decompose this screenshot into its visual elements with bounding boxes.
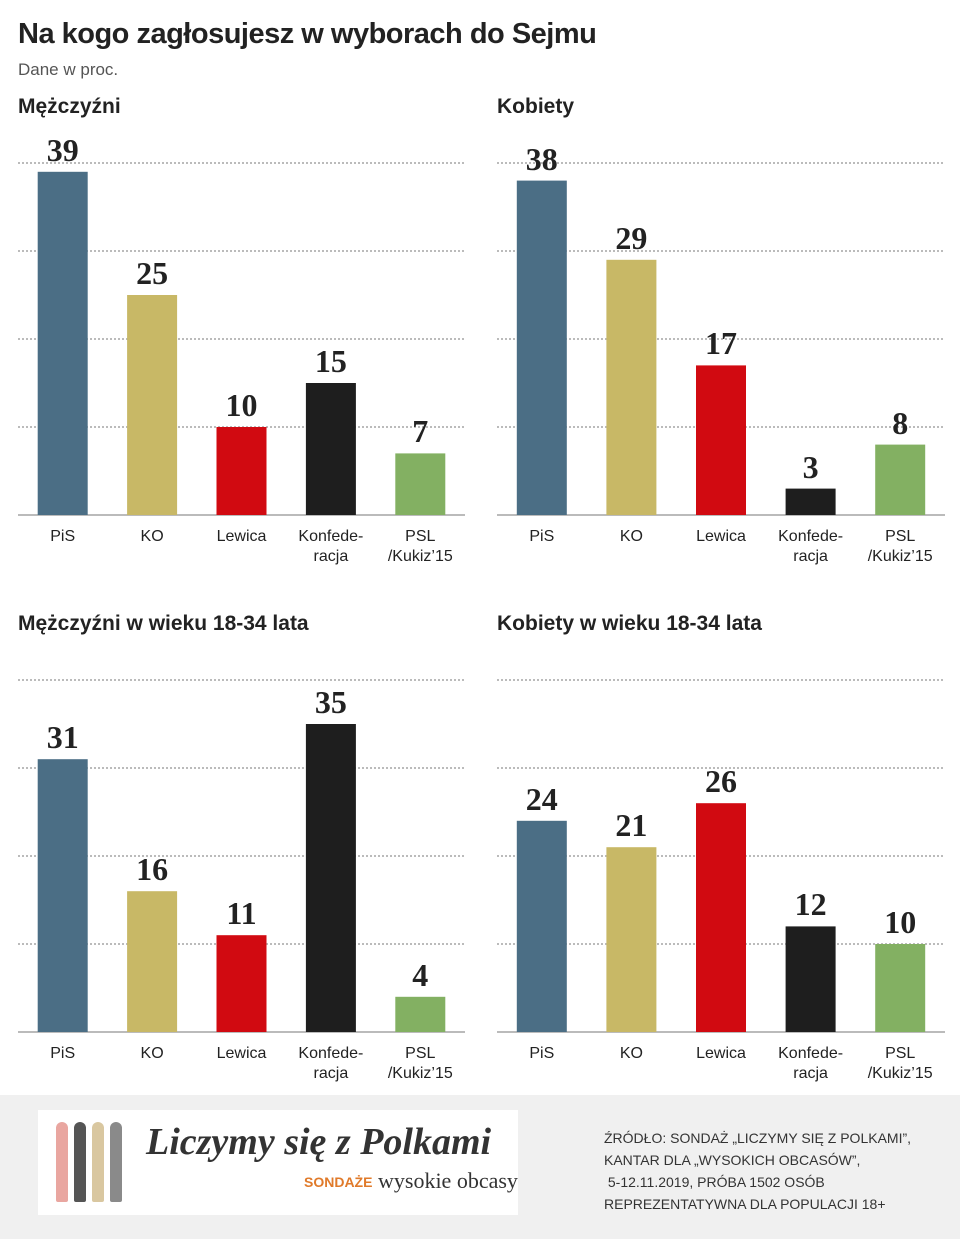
- x-tick-label: Lewica: [696, 1045, 746, 1062]
- logo-box: Liczymy się z Polkami SONDAŻE wysokie ob…: [38, 1110, 518, 1215]
- x-tick-label: KO: [619, 1045, 643, 1062]
- value-label: 26: [705, 763, 737, 800]
- x-tick-label: Lewica: [216, 1045, 267, 1062]
- value-label: 15: [314, 343, 347, 379]
- bar: [305, 383, 356, 515]
- source: ŹRÓDŁO: SONDAŻ „LICZYMY SIĘ Z POLKAMI”, K…: [604, 1127, 911, 1215]
- x-tick-label: PSL /Kukiz’15: [867, 528, 933, 565]
- bar: [37, 759, 88, 1032]
- value-label: 21: [615, 807, 648, 844]
- x-tick-label: Lewica: [216, 528, 267, 545]
- x-tick-label: Konfede- racja: [298, 528, 364, 565]
- logo-tag: SONDAŻE: [304, 1174, 373, 1190]
- bar: [606, 847, 657, 1032]
- bar: [696, 803, 746, 1032]
- chart-title: Kobiety w wieku 18-34 lata: [497, 612, 762, 635]
- bar: [516, 180, 567, 515]
- value-label: 3: [802, 448, 819, 485]
- value-label: 7: [412, 413, 429, 450]
- value-label: 17: [705, 325, 737, 362]
- figure: [74, 1122, 86, 1202]
- x-tick-label: PiS: [50, 1045, 76, 1062]
- value-label: 24: [525, 780, 558, 817]
- figure: [110, 1122, 122, 1202]
- source-line: KANTAR DLA „WYSOKICH OBCASÓW”,: [604, 1152, 861, 1168]
- value-label: 29: [615, 219, 648, 256]
- x-tick-label: PiS: [529, 1045, 555, 1062]
- value-label: 25: [136, 255, 169, 291]
- brand: wysokie obcasy: [378, 1168, 518, 1193]
- bar: [305, 724, 356, 1032]
- bar: [516, 820, 567, 1032]
- bar: [127, 295, 178, 515]
- value-label: 35: [314, 684, 347, 720]
- value-label: 10: [884, 904, 917, 940]
- figure: [56, 1122, 68, 1202]
- bar: [606, 259, 657, 515]
- x-tick-label: Konfede- racja: [298, 1045, 364, 1082]
- value-label: 12: [794, 886, 827, 923]
- x-tick-label: PiS: [529, 528, 555, 545]
- value-label: 16: [136, 851, 169, 888]
- value-label: 39: [46, 131, 79, 168]
- bar: [395, 996, 446, 1032]
- x-tick-label: Konfede- racja: [778, 1045, 844, 1082]
- bar: [216, 935, 267, 1032]
- source-line: ŹRÓDŁO: SONDAŻ „LICZYMY SIĘ Z POLKAMI”,: [604, 1130, 912, 1146]
- bar: [785, 488, 836, 515]
- bar: [395, 453, 446, 515]
- logo: Liczymy się z Polkami: [146, 1121, 492, 1163]
- bar: [875, 944, 926, 1032]
- source-line: REPREZENTATYWNA DLA POPULACJI 18+: [604, 1196, 886, 1212]
- figure: [92, 1122, 104, 1202]
- x-tick-label: Konfede- racja: [778, 528, 844, 565]
- bar: [216, 427, 267, 515]
- x-tick-label: PSL /Kukiz’15: [387, 528, 453, 565]
- x-tick-label: Lewica: [696, 528, 746, 545]
- value-label: 38: [525, 140, 558, 177]
- subtitle: Dane w proc.: [18, 60, 119, 79]
- chart-title: Mężczyźni: [18, 95, 121, 118]
- footer: Liczymy się z Polkami SONDAŻE wysokie ob…: [0, 1095, 960, 1239]
- value-label: 8: [892, 404, 909, 441]
- value-label: 11: [226, 895, 257, 932]
- title: Na kogo zagłosujesz w wyborach do Sejmu: [18, 18, 597, 50]
- bar: [127, 891, 178, 1032]
- x-tick-label: PSL /Kukiz’15: [867, 1045, 933, 1082]
- bar: [785, 926, 836, 1032]
- value-label: 4: [412, 956, 429, 993]
- chart-title: Kobiety: [497, 95, 575, 118]
- value-label: 10: [225, 387, 258, 423]
- chart-title: Mężczyźni w wieku 18-34 lata: [18, 612, 309, 635]
- x-tick-label: PiS: [50, 528, 76, 545]
- bar: [696, 365, 746, 515]
- bar: [37, 171, 88, 516]
- x-tick-label: KO: [619, 528, 643, 545]
- value-label: 31: [46, 719, 79, 756]
- x-tick-label: PSL /Kukiz’15: [387, 1045, 453, 1082]
- bar: [875, 444, 926, 515]
- source-line: 5-12.11.2019, PRÓBA 1502 OSÓB: [604, 1174, 825, 1190]
- x-tick-label: KO: [140, 528, 164, 545]
- x-tick-label: KO: [140, 1045, 164, 1062]
